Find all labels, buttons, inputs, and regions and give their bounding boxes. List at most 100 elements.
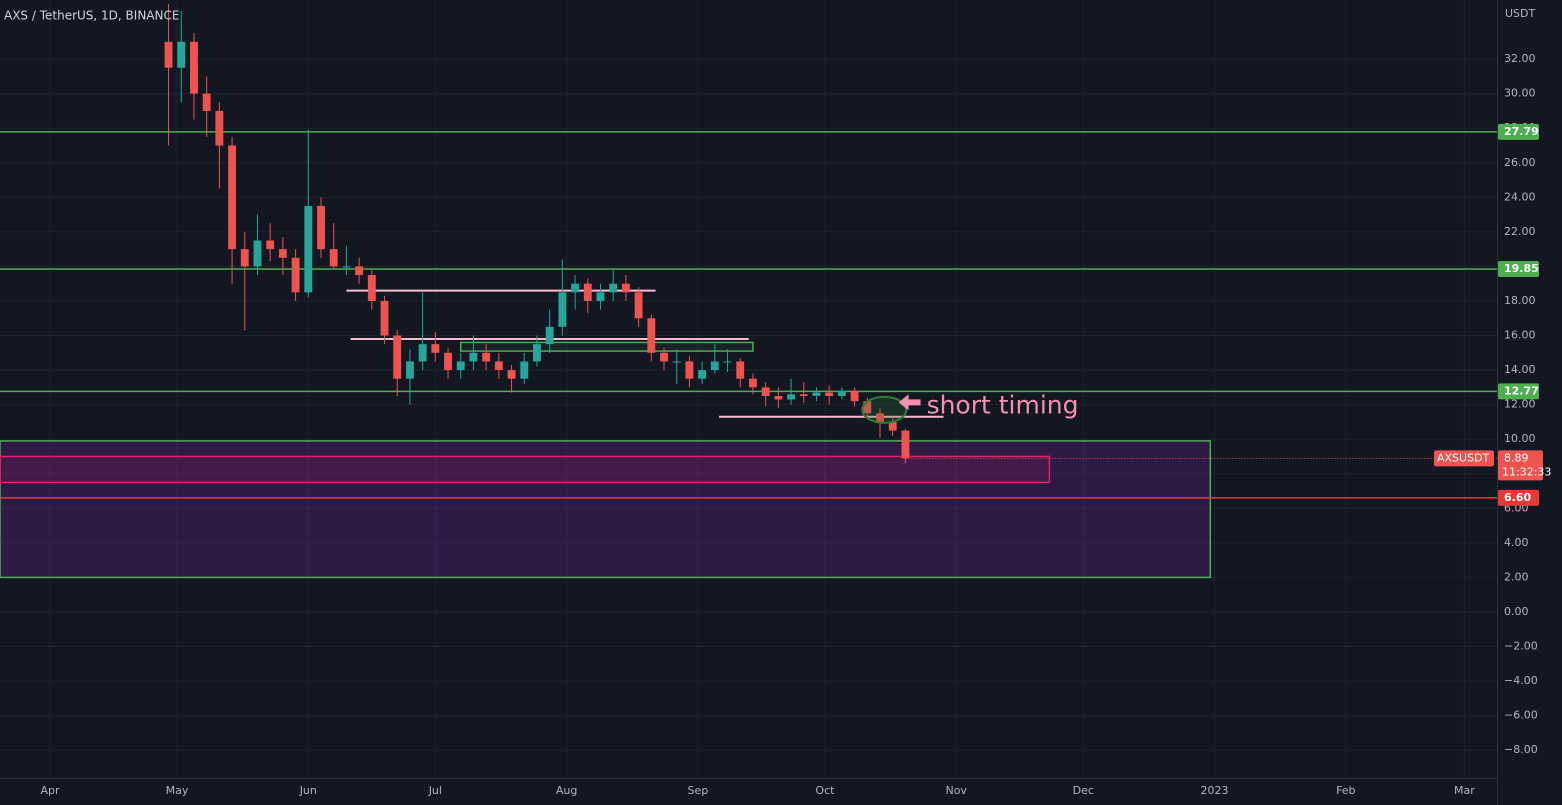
last-price-tag: 8.89 (1504, 451, 1529, 464)
candle-body (177, 41, 186, 68)
candle-body (469, 352, 478, 362)
candle-body (494, 361, 503, 371)
candle-body (482, 352, 491, 362)
candle-body (863, 401, 872, 414)
y-tick-label: 0.00 (1504, 605, 1529, 618)
level-tag-bg (1498, 489, 1539, 506)
candle-body (761, 387, 770, 396)
symbol-tag: AXSUSDT (1437, 451, 1490, 464)
countdown: 11:32:33 (1502, 465, 1551, 478)
candle-body (901, 430, 910, 459)
candle-body (342, 266, 351, 268)
candle-body (545, 326, 554, 345)
y-tick-label: 18.00 (1504, 294, 1536, 307)
candle-body (456, 361, 465, 371)
candle-body (317, 205, 325, 250)
candle-body (533, 344, 541, 362)
candle-body (164, 41, 173, 68)
x-tick-label: Apr (40, 784, 60, 797)
candle-body (837, 390, 846, 396)
y-tick-label: 14.00 (1504, 363, 1536, 376)
x-tick-label: Nov (945, 784, 967, 797)
y-tick-label: 26.00 (1504, 156, 1536, 169)
level-tag: 27.79 (1504, 125, 1539, 138)
candle-body (202, 93, 211, 111)
candle-body (444, 352, 452, 371)
candle-body (634, 292, 643, 319)
candle-body (685, 361, 694, 379)
level-tag: 6.60 (1504, 491, 1531, 504)
candle-body (291, 257, 300, 293)
candle-body (698, 370, 707, 379)
annotation-text: short timing (927, 390, 1079, 419)
y-tick-label: 10.00 (1504, 432, 1536, 445)
x-tick-label: Sep (688, 784, 709, 797)
highlight-ellipse (861, 395, 908, 424)
chart-title: AXS / TetherUS, 1D, BINANCE (4, 9, 179, 23)
candle-body (393, 335, 402, 379)
y-tick-label: 16.00 (1504, 329, 1536, 342)
x-tick-label: Mar (1454, 784, 1475, 797)
candle-body (507, 370, 516, 379)
x-tick-label: Jun (299, 784, 317, 797)
candle-body (355, 266, 364, 276)
candle-body (190, 41, 198, 94)
zone (459, 341, 754, 352)
candle-body (672, 361, 681, 363)
candle-body (774, 395, 783, 400)
candle-body (278, 249, 287, 258)
candle-body (647, 318, 656, 353)
zone (0, 440, 1212, 579)
candle-body (304, 205, 313, 293)
candle-body (723, 361, 732, 363)
x-tick-label: 2023 (1201, 784, 1229, 797)
candle-body (850, 390, 859, 402)
candle-body (799, 394, 808, 396)
level-tag-bg (1498, 383, 1539, 400)
y-tick-label: 22.00 (1504, 225, 1536, 238)
candle-body (876, 413, 884, 422)
y-tick-label: 24.00 (1504, 190, 1536, 203)
candle-body (749, 378, 757, 388)
candle-body (736, 361, 745, 379)
candle-body (596, 292, 605, 301)
y-tick-label: −4.00 (1504, 674, 1538, 687)
candle-body (240, 249, 249, 267)
y-tick-label: 2.00 (1504, 570, 1529, 583)
x-tick-label: Aug (556, 784, 577, 797)
y-tick-label: 12.00 (1504, 398, 1536, 411)
candle-body (228, 145, 237, 250)
level-tag-bg (1498, 261, 1539, 278)
y-tick-label: −2.00 (1504, 640, 1538, 653)
candle-body (266, 240, 275, 250)
arrow-icon (898, 394, 921, 411)
candle-body (558, 292, 567, 327)
y-tick-label: −8.00 (1504, 743, 1538, 756)
candle-body (431, 344, 440, 353)
candle-body (812, 392, 821, 396)
candle-body (621, 283, 630, 293)
candle-body (253, 240, 262, 267)
y-tick-label: 4.00 (1504, 536, 1529, 549)
level-tag: 19.85 (1504, 262, 1539, 275)
y-tick-label: 32.00 (1504, 52, 1536, 65)
x-tick-label: Jul (428, 784, 442, 797)
zone (0, 455, 1051, 484)
candle-body (571, 283, 580, 293)
x-tick-label: Dec (1073, 784, 1094, 797)
candle-body (609, 283, 618, 293)
last-price-tag-bg (1498, 450, 1543, 481)
candle-body (405, 361, 414, 379)
level-tag-bg (1498, 123, 1539, 140)
candle-body (329, 249, 338, 267)
candle-body (380, 300, 389, 336)
y-tick-label: −6.00 (1504, 709, 1538, 722)
candle-body (583, 283, 592, 301)
candle-body (825, 392, 834, 396)
y-axis-label: USDT (1505, 7, 1536, 20)
y-tick-label: 30.00 (1504, 87, 1536, 100)
candle-body (367, 275, 376, 301)
